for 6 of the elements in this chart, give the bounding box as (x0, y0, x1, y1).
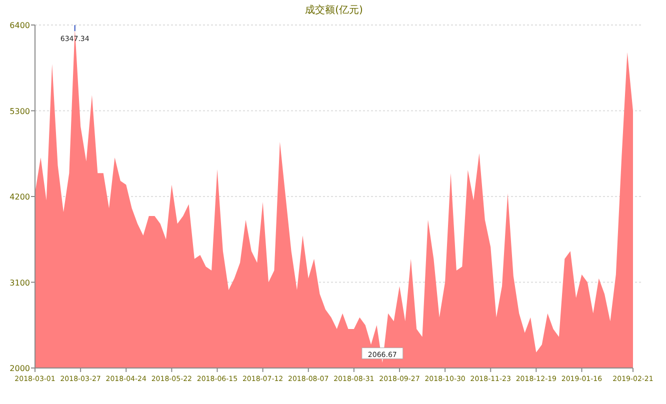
y-tick-label: 2000 (10, 364, 30, 373)
y-tick-label: 3100 (10, 278, 30, 288)
y-tick-label: 6400 (10, 21, 30, 30)
y-tick-label: 4200 (10, 192, 30, 202)
chart-title: 成交额(亿元) (305, 4, 363, 16)
y-tick-label: 5300 (10, 106, 30, 116)
